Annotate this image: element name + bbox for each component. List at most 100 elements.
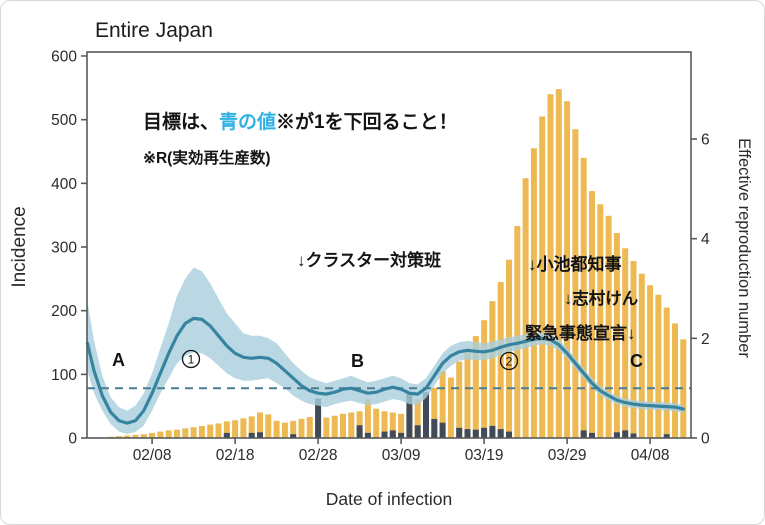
incidence-bar <box>281 422 288 438</box>
incidence-bar <box>331 415 338 438</box>
goal-annotation: 目標は、青の値※が1を下回ること！ <box>143 110 458 133</box>
incidence-bar <box>663 307 670 438</box>
incidence-bar <box>589 191 595 438</box>
incidence-bar <box>572 129 579 438</box>
incidence-bar <box>680 339 687 438</box>
incidence-bar <box>489 301 496 438</box>
incidence-bar <box>431 387 438 438</box>
incidence-bar <box>298 418 305 438</box>
y2-tick-label: 6 <box>701 132 710 149</box>
y-tick-label: 400 <box>51 176 77 193</box>
incidence-bar <box>381 411 388 438</box>
y2-tick-label: 0 <box>701 431 710 448</box>
incidence-bar <box>124 435 131 438</box>
chart-title: Entire Japan <box>95 19 213 42</box>
marker-circled-2: 2 <box>499 351 519 371</box>
dark-bar <box>406 392 413 438</box>
y-tick-label: 200 <box>51 303 77 320</box>
dark-bar <box>356 425 363 438</box>
marker-circled-1: 1 <box>181 349 201 369</box>
x-tick-label: 03/19 <box>465 447 504 464</box>
goal-annotation-suffix: ※が1を下回ること！ <box>276 110 458 133</box>
dark-bar <box>472 429 479 438</box>
right-axis-title: Effective reproduction number <box>735 138 753 358</box>
incidence-bar <box>364 399 371 438</box>
incidence-bar <box>198 425 205 438</box>
incidence-bar <box>647 285 654 438</box>
koike-governor-annotation: ↓小池都知事 <box>528 254 622 274</box>
incidence-bar <box>464 348 471 438</box>
incidence-bar <box>555 89 562 438</box>
dark-bar <box>364 432 371 438</box>
dark-bar <box>622 430 629 438</box>
incidence-bar <box>174 429 180 438</box>
emergency-declaration-annotation: 緊急事態宣言↓ <box>525 323 636 343</box>
incidence-bar <box>115 436 122 438</box>
incidence-bar <box>149 432 156 438</box>
incidence-bar <box>481 320 488 438</box>
incidence-bar <box>514 226 521 438</box>
y2-tick-label: 4 <box>701 231 710 248</box>
marker-digit-2: 2 <box>506 355 513 369</box>
left-axis-title: Incidence <box>9 206 30 287</box>
incidence-bar <box>630 261 637 438</box>
incidence-bar <box>564 101 571 438</box>
y-tick-label: 100 <box>51 367 77 384</box>
incidence-bar <box>340 413 346 438</box>
incidence-bar <box>613 233 620 438</box>
incidence-bar <box>223 421 230 438</box>
incidence-bar <box>398 413 405 438</box>
rt-line-path <box>85 316 685 425</box>
incidence-bar <box>539 116 546 438</box>
incidence-bar <box>207 424 214 438</box>
dark-bar <box>456 427 463 438</box>
incidence-bar <box>182 428 189 438</box>
incidence-bar <box>580 157 587 438</box>
goal-annotation-prefix: 目標は、 <box>143 110 219 133</box>
incidence-bar <box>638 273 645 438</box>
incidence-bar <box>132 434 139 438</box>
dark-bar <box>248 432 255 438</box>
marker-circle-2 <box>499 351 519 371</box>
dark-bar <box>663 434 670 438</box>
incidence-bar <box>215 423 222 438</box>
incidence-bar <box>522 178 529 438</box>
incidence-bar <box>140 434 147 438</box>
incidence-bar <box>232 420 239 438</box>
dark-bar <box>464 429 471 438</box>
marker-circle-1 <box>181 349 201 369</box>
incidence-bar <box>273 420 280 438</box>
dark-bar <box>506 431 512 438</box>
y2-tick-label: 2 <box>701 331 710 348</box>
incidence-bar <box>439 371 446 438</box>
y-tick-label: 600 <box>51 49 77 66</box>
dark-bar <box>489 425 496 438</box>
marker-b: B <box>351 351 364 371</box>
plot-frame <box>86 51 692 439</box>
dark-bar <box>630 433 637 438</box>
dark-bar <box>613 432 620 438</box>
incidence-bar <box>414 399 421 438</box>
y-tick-label: 300 <box>51 240 77 257</box>
axis-ticks: 0 100 200 300 400 500 600 0 2 4 6 02/08 02/18 02/28 03… <box>51 49 710 465</box>
dark-bar <box>580 430 587 438</box>
cluster-team-annotation: ↓クラスター対策班 <box>297 250 441 270</box>
dark-overlay-bars <box>223 392 670 438</box>
incidence-bar <box>530 148 537 439</box>
incidence-bar <box>655 294 662 439</box>
dark-bar <box>381 431 388 438</box>
incidence-bar <box>190 427 197 438</box>
incidence-bar <box>622 248 629 438</box>
y-tick-label: 500 <box>51 112 77 129</box>
dark-bar <box>290 434 297 438</box>
incidence-bar <box>157 431 164 438</box>
incidence-bar <box>323 417 330 438</box>
incidence-bar <box>356 411 363 438</box>
incidence-bar <box>672 323 678 438</box>
incidence-bar <box>306 417 313 438</box>
shimura-ken-annotation: ↓志村けん <box>564 288 638 308</box>
incidence-bar <box>265 414 272 438</box>
dark-bar <box>589 432 595 438</box>
